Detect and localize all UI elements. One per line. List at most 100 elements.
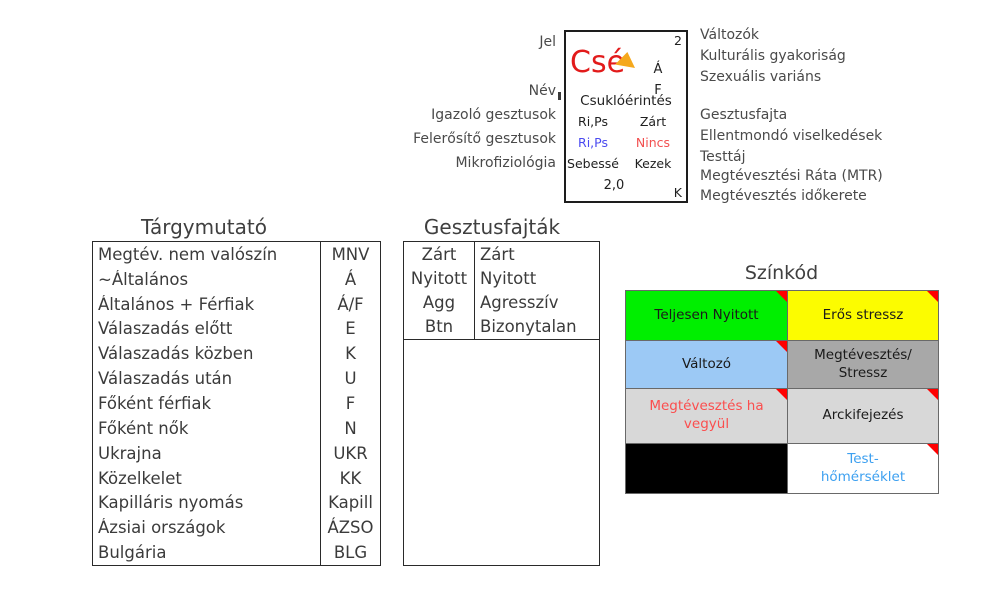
label-sexual-variant: Szexuális variáns bbox=[700, 69, 822, 85]
legend-cell-deception-stress: Megtévesztés/ Stressz bbox=[787, 340, 938, 388]
label-amplifying-gestures: Felerősítő gesztusok bbox=[413, 131, 556, 147]
gesture-type-abbr: Zárt bbox=[421, 244, 457, 264]
label-variables: Változók bbox=[700, 27, 760, 43]
index-entry-name: Válaszadás előtt bbox=[98, 319, 233, 339]
table-row: ~Általános Á bbox=[93, 266, 380, 292]
label-deception-timeframe: Megtévesztés időkerete bbox=[700, 188, 867, 204]
index-entry-abbr: ÁZSO bbox=[320, 515, 380, 541]
gesture-types-table: Zárt Nyitott Agg Btn Zárt Nyitott Agress… bbox=[403, 241, 600, 566]
index-entry-name: Bulgária bbox=[98, 543, 167, 563]
index-entry-name: Megtév. nem valószín bbox=[98, 244, 278, 264]
table-row: Általános + Férfiak Á/F bbox=[93, 291, 380, 317]
gesture-type-name: Zárt bbox=[480, 244, 515, 264]
index-entry-abbr: BLG bbox=[320, 540, 380, 565]
sample-gesture-card: 2 Csé Á F Csuklóérintés Ri,Ps Zárt Ri,Ps… bbox=[564, 30, 688, 203]
index-entry-abbr: U bbox=[320, 366, 380, 392]
label-deception-rate: Megtévesztési Ráta (MTR) bbox=[700, 168, 883, 184]
legend-cell-label: Megtévesztés/ Stressz bbox=[814, 346, 912, 381]
legend-cell-facial-expression: Arckifejezés bbox=[787, 388, 938, 443]
index-entry-name: ~Általános bbox=[98, 269, 189, 289]
index-entry-name: Általános + Férfiak bbox=[98, 294, 255, 314]
index-entry-name: Főként nők bbox=[98, 418, 189, 438]
label-contradicting-behaviors: Ellentmondó viselkedések bbox=[700, 128, 883, 144]
deception-timeframe-value: K bbox=[673, 185, 682, 200]
index-entry-name: Ázsiai országok bbox=[98, 518, 226, 538]
index-table-title: Tárgymutató bbox=[141, 215, 267, 239]
index-entry-abbr: K bbox=[320, 341, 380, 367]
card-variables: Á F bbox=[650, 59, 666, 101]
legend-cell-deception-if-mixed: Megtévesztés ha vegyül bbox=[625, 388, 787, 443]
comment-marker-icon bbox=[927, 389, 938, 400]
deception-rate-value: 2,0 bbox=[603, 178, 625, 193]
color-legend-title: Színkód bbox=[744, 262, 819, 284]
variables-count: 2 bbox=[674, 33, 682, 48]
index-table: Megtév. nem valószín MNV ~Általános Á Álta… bbox=[92, 241, 381, 566]
comment-marker-icon bbox=[776, 291, 787, 302]
index-entry-name: Kapilláris nyomás bbox=[98, 493, 244, 513]
table-row: Közelkelet KK bbox=[93, 465, 380, 491]
table-row: Ázsiai országok ÁZSO bbox=[93, 515, 380, 541]
legend-cell-label: Megtévesztés ha vegyül bbox=[649, 398, 764, 432]
legend-cell-label: Teljesen Nyitott bbox=[654, 306, 759, 323]
label-gesture-type: Gesztusfajta bbox=[700, 107, 788, 123]
gesture-type-name: Nyitott bbox=[480, 268, 537, 288]
legend-cell-body-temperature: Test- hőmérséklet bbox=[787, 443, 938, 493]
gesture-types-title: Gesztusfajták bbox=[423, 215, 561, 239]
table-row: Válaszadás után U bbox=[93, 366, 380, 392]
index-entry-abbr: N bbox=[320, 415, 380, 441]
table-row: Bulgária BLG bbox=[93, 540, 380, 565]
label-cultural-frequency: Kulturális gyakoriság bbox=[700, 48, 846, 64]
gesture-type-abbr: Btn bbox=[424, 317, 454, 337]
gesture-type-abbr: Agg bbox=[422, 293, 456, 313]
index-entry-name: Főként férfiak bbox=[98, 393, 212, 413]
comment-marker-icon bbox=[927, 444, 938, 455]
index-entry-name: Ukrajna bbox=[98, 443, 162, 463]
index-entry-abbr: UKR bbox=[320, 440, 380, 466]
label-name: Név bbox=[528, 83, 556, 99]
verifying-gestures-value: Ri,Ps bbox=[578, 114, 608, 129]
index-entry-abbr: Kapill bbox=[320, 490, 380, 516]
legend-cell-label: Változó bbox=[681, 355, 732, 372]
label-microphysiology: Mikrofiziológia bbox=[455, 155, 556, 171]
index-entry-abbr: E bbox=[320, 316, 380, 342]
amplifying-gestures-value: Ri,Ps bbox=[578, 135, 608, 150]
table-row: Megtév. nem valószín MNV bbox=[93, 242, 380, 267]
index-entry-name: Válaszadás közben bbox=[98, 344, 254, 364]
cultural-frequency-value: Á bbox=[653, 62, 663, 77]
gesture-type-value: Zárt bbox=[639, 114, 667, 129]
name-pointer-tick bbox=[558, 92, 561, 100]
color-legend: Teljesen Nyitott Erős stressz Változó Me… bbox=[625, 290, 939, 494]
sexual-variant-value: F bbox=[654, 83, 662, 98]
comment-marker-icon bbox=[927, 291, 938, 302]
label-verifying-gestures: Igazoló gesztusok bbox=[431, 107, 556, 123]
label-sign: Jel bbox=[539, 34, 556, 50]
index-entry-abbr: Á/F bbox=[320, 291, 380, 317]
gesture-type-abbr: Nyitott bbox=[410, 268, 468, 288]
index-entry-abbr: KK bbox=[320, 465, 380, 491]
legend-cell-label: Erős stressz bbox=[822, 306, 904, 323]
index-entry-abbr: MNV bbox=[320, 242, 380, 267]
legend-cell-fully-open: Teljesen Nyitott bbox=[625, 290, 787, 340]
comment-marker-icon bbox=[776, 341, 787, 352]
legend-cell-black bbox=[625, 443, 787, 493]
legend-cell-variable: Változó bbox=[625, 340, 787, 388]
gesture-type-name: Agresszív bbox=[480, 293, 559, 313]
card-sign: Csé bbox=[570, 45, 626, 80]
table-row: Ukrajna UKR bbox=[93, 440, 380, 466]
table-row: Válaszadás előtt E bbox=[93, 316, 380, 342]
label-body-area: Testtáj bbox=[700, 149, 746, 165]
legend-cell-strong-stress: Erős stressz bbox=[787, 290, 938, 340]
index-entry-abbr: Á bbox=[320, 266, 380, 292]
legend-cell-label: Arckifejezés bbox=[822, 407, 904, 424]
index-entry-abbr: F bbox=[320, 391, 380, 416]
index-entry-name: Válaszadás után bbox=[98, 369, 233, 389]
table-row: Főként férfiak F bbox=[93, 391, 380, 416]
table-row: Kapilláris nyomás Kapill bbox=[93, 490, 380, 516]
table-row: Főként nők N bbox=[93, 415, 380, 441]
comment-marker-icon bbox=[776, 389, 787, 400]
table-row: Válaszadás közben K bbox=[93, 341, 380, 367]
legend-cell-label: Test- hőmérséklet bbox=[820, 450, 906, 485]
gesture-type-name: Bizonytalan bbox=[480, 317, 577, 337]
index-entry-name: Közelkelet bbox=[98, 468, 182, 488]
